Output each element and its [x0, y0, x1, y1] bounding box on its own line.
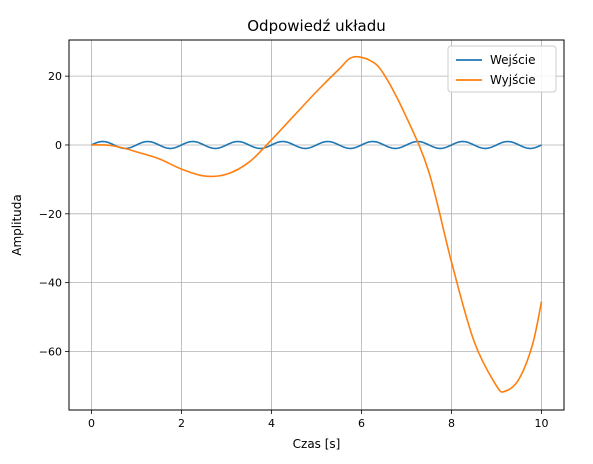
grid [69, 40, 564, 410]
x-tick-label: 4 [268, 417, 275, 430]
plot-frame [68, 39, 565, 411]
series-lines [91, 55, 543, 393]
legend-entry: Wejście [490, 53, 535, 67]
x-tick-label: 6 [358, 417, 365, 430]
x-tick-label: 2 [178, 417, 185, 430]
axis-ticks: 0 2 4 6 8 10 20 0 −20 −40 −60 [39, 70, 549, 430]
y-axis-label: Amplituda [10, 194, 24, 255]
y-tick-label: 20 [48, 70, 62, 83]
x-tick-label: 0 [88, 417, 95, 430]
y-tick-label: −40 [39, 277, 62, 290]
legend: Wejście Wyjście [447, 45, 557, 93]
legend-entry: Wyjście [490, 73, 536, 87]
x-axis-label: Czas [s] [293, 437, 341, 451]
x-tick-label: 10 [535, 417, 549, 430]
series-line-0 [91, 140, 542, 150]
series-line-1 [91, 55, 543, 393]
y-tick-label: 0 [55, 139, 62, 152]
chart-title: Odpowiedź układu [247, 17, 386, 35]
x-tick-label: 8 [448, 417, 455, 430]
y-tick-label: −60 [39, 345, 62, 358]
y-tick-label: −20 [39, 208, 62, 221]
